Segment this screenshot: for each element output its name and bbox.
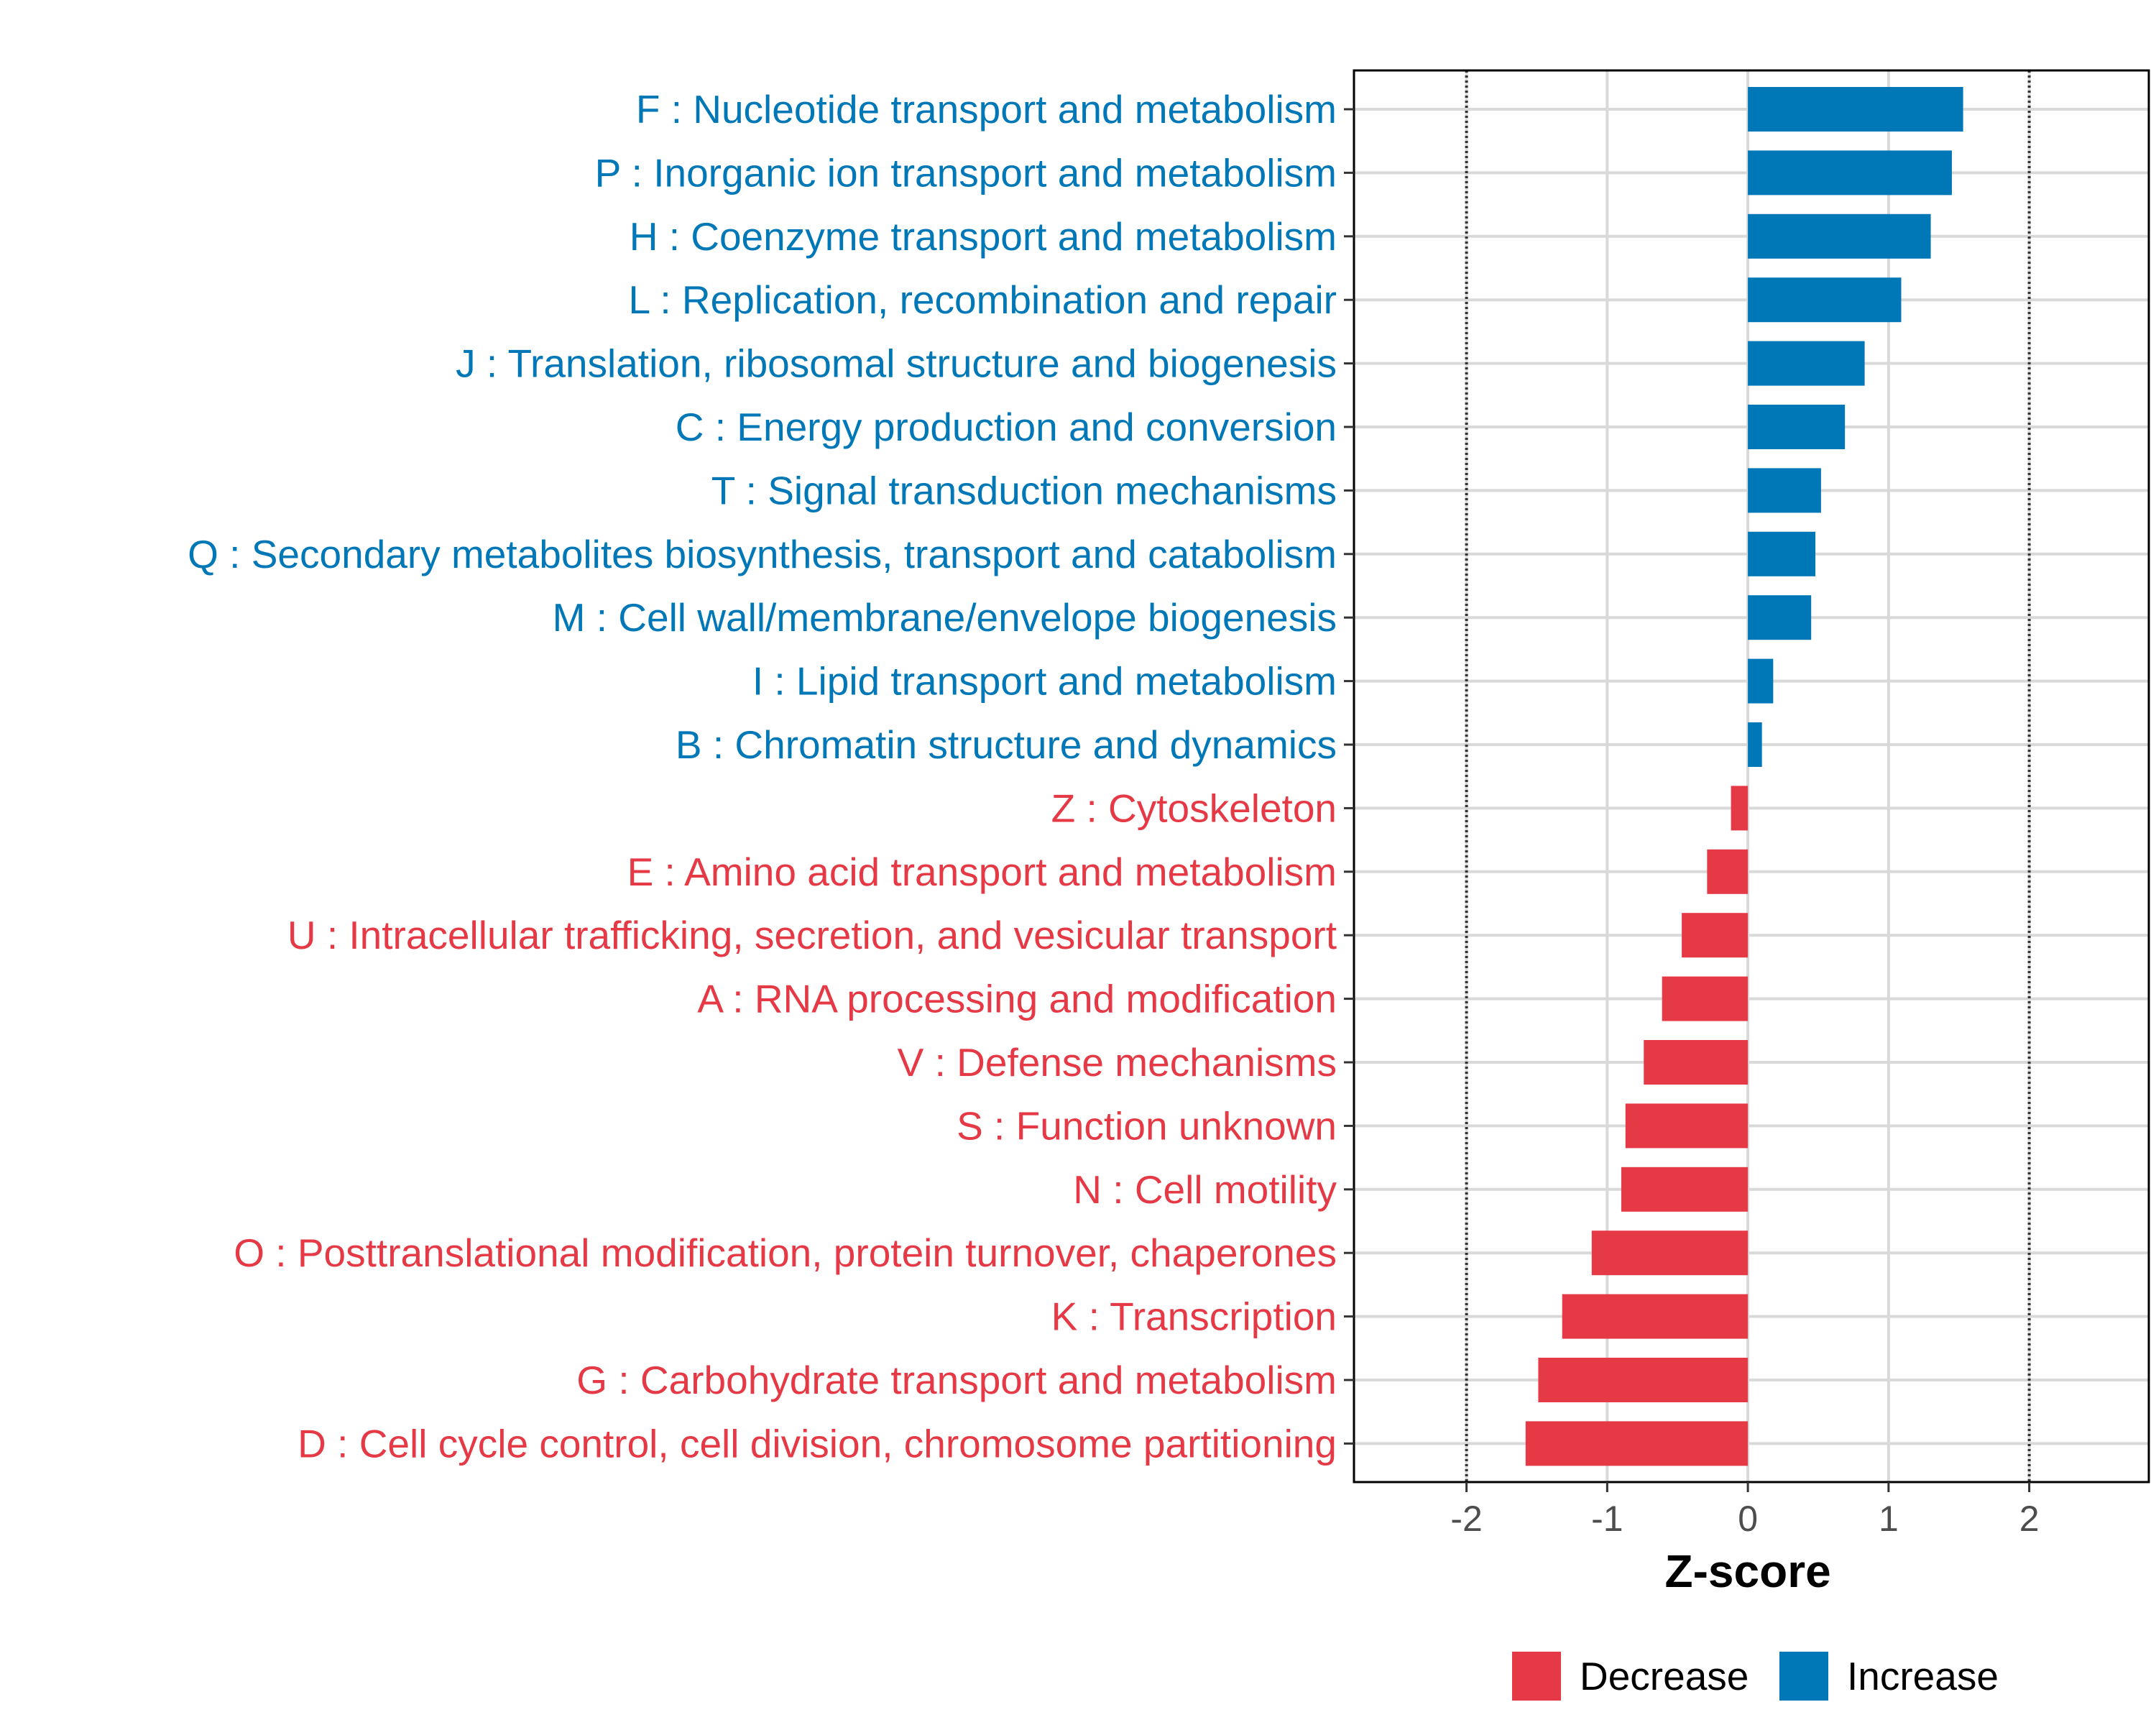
category-label: N : Cell motility xyxy=(1073,1167,1337,1212)
bar xyxy=(1748,658,1774,704)
legend-label: Decrease xyxy=(1580,1654,1749,1698)
bar xyxy=(1748,87,1963,132)
reference-lines xyxy=(1465,70,2031,1482)
bar xyxy=(1525,1421,1749,1466)
category-label: D : Cell cycle control, cell division, c… xyxy=(298,1421,1337,1466)
bars xyxy=(1525,87,1963,1466)
legend-swatch xyxy=(1779,1652,1828,1701)
category-label: P : Inorganic ion transport and metaboli… xyxy=(595,150,1337,195)
category-label: O : Posttranslational modification, prot… xyxy=(234,1230,1337,1275)
plot-panel-border xyxy=(1353,69,2150,1484)
category-label: F : Nucleotide transport and metabolism xyxy=(636,87,1337,132)
bar xyxy=(1591,1230,1749,1276)
x-tick-label: 0 xyxy=(1738,1499,1758,1539)
bar xyxy=(1625,1103,1749,1149)
category-label: M : Cell wall/membrane/envelope biogenes… xyxy=(553,595,1337,640)
category-label: E : Amino acid transport and metabolism xyxy=(627,850,1337,894)
legend: Decrease Increase xyxy=(1512,1652,1999,1701)
category-label: S : Function unknown xyxy=(957,1103,1337,1148)
bar xyxy=(1748,150,1952,196)
category-label: U : Intracellular trafficking, secretion… xyxy=(287,913,1337,957)
x-axis-title: Z-score xyxy=(1665,1545,1831,1597)
bar xyxy=(1707,849,1749,894)
category-label: C : Energy production and conversion xyxy=(676,405,1337,449)
bar xyxy=(1748,595,1812,640)
category-label: I : Lipid transport and metabolism xyxy=(752,659,1337,704)
bar xyxy=(1748,277,1902,323)
bar xyxy=(1748,405,1846,449)
bar xyxy=(1682,913,1749,958)
category-label: Q : Secondary metabolites biosynthesis, … xyxy=(188,532,1337,576)
category-label: J : Translation, ribosomal structure and… xyxy=(456,341,1337,386)
category-label: T : Signal transduction mechanisms xyxy=(711,468,1337,512)
x-tick-label: -1 xyxy=(1591,1499,1623,1539)
bar xyxy=(1748,722,1762,767)
x-tick-label: -2 xyxy=(1450,1499,1482,1539)
x-tick-label: 1 xyxy=(1879,1499,1899,1539)
bar xyxy=(1621,1167,1749,1212)
category-label: V : Defense mechanisms xyxy=(898,1040,1337,1085)
category-label: Z : Cytoskeleton xyxy=(1051,786,1337,830)
bar xyxy=(1748,341,1865,386)
x-tick-label: 2 xyxy=(2019,1499,2040,1539)
category-label: K : Transcription xyxy=(1051,1294,1337,1339)
category-label: H : Coenzyme transport and metabolism xyxy=(630,214,1337,259)
category-label: A : RNA processing and modification xyxy=(697,977,1337,1021)
bar xyxy=(1538,1358,1749,1402)
y-axis-ticks xyxy=(1344,108,1354,1445)
bar xyxy=(1562,1294,1749,1339)
category-label: L : Replication, recombination and repai… xyxy=(629,277,1337,322)
bar xyxy=(1748,468,1821,513)
legend-label: Increase xyxy=(1847,1654,1999,1698)
bar xyxy=(1662,976,1749,1021)
category-label: B : Chromatin structure and dynamics xyxy=(676,722,1337,767)
grid-lines xyxy=(1354,70,2149,1482)
y-axis-labels: F : Nucleotide transport and metabolism P… xyxy=(188,87,1337,1466)
category-label: G : Carbohydrate transport and metabolis… xyxy=(576,1358,1337,1402)
bar xyxy=(1731,786,1749,831)
legend-swatch xyxy=(1512,1652,1561,1701)
x-axis-tick-labels: -2 -1 0 1 2 xyxy=(1450,1499,2039,1539)
bar xyxy=(1644,1040,1749,1085)
x-axis-ticks xyxy=(1465,1482,2031,1492)
bar xyxy=(1748,213,1931,259)
bar xyxy=(1748,531,1816,576)
